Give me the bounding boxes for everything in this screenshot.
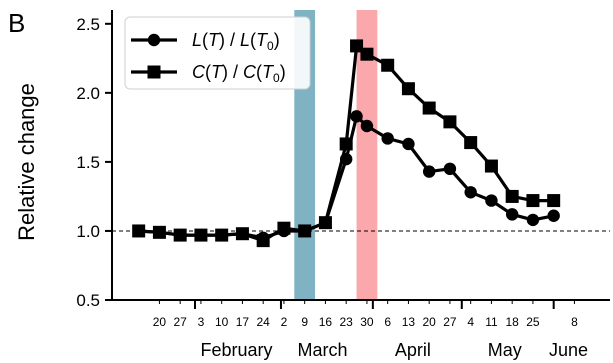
x-tick-label-13: 20 bbox=[422, 315, 436, 329]
legend-label-0-part-8: ) bbox=[274, 30, 280, 50]
y-tick-label-4: 2.5 bbox=[76, 15, 100, 34]
month-labels: February March April May June bbox=[200, 340, 588, 360]
series-1-point-15 bbox=[422, 101, 436, 115]
series-0-point-20 bbox=[526, 213, 540, 227]
legend-entry-0: L(T) / L(T0) bbox=[131, 30, 280, 53]
series-1-point-1 bbox=[152, 225, 166, 239]
month-label-4: June bbox=[549, 340, 588, 360]
series-0-point-14 bbox=[402, 137, 415, 151]
series-0-point-18 bbox=[485, 194, 498, 207]
series-0-point-19 bbox=[505, 208, 519, 221]
series-1-point-4 bbox=[215, 228, 229, 242]
legend-label-1-part-8: ) bbox=[280, 62, 286, 82]
series-1-point-17 bbox=[464, 136, 478, 150]
series-0-point-16 bbox=[443, 162, 457, 176]
legend-label-1-part-7: 0 bbox=[273, 71, 280, 85]
legend-marker-1 bbox=[147, 65, 161, 79]
legend-label-0-part-1: ( bbox=[202, 30, 208, 50]
legend-label-1: C(T) / C(T0) bbox=[192, 62, 286, 85]
x-tick-label-15: 4 bbox=[467, 315, 474, 329]
legend: L(T) / L(T0)C(T) / C(T0) bbox=[124, 16, 311, 90]
x-tick-label-8: 16 bbox=[319, 315, 333, 329]
legend-label-0-part-4: L bbox=[240, 30, 250, 50]
x-tick-label-17: 18 bbox=[505, 315, 519, 329]
x-tick-label-18: 25 bbox=[526, 315, 540, 329]
series-layer bbox=[132, 39, 561, 248]
y-axis-ticks: 0.5 1.0 1.5 2.0 2.5 bbox=[76, 15, 112, 310]
legend-label-1-part-5: ( bbox=[256, 62, 262, 82]
series-1-point-8 bbox=[298, 224, 312, 238]
legend-label-0-part-6: T bbox=[256, 30, 269, 50]
series-1 bbox=[132, 39, 561, 248]
legend-label-1-part-1: ( bbox=[205, 62, 211, 82]
x-tick-label-1: 27 bbox=[173, 315, 187, 329]
y-tick-label-0: 0.5 bbox=[76, 291, 100, 310]
series-1-point-13 bbox=[381, 58, 395, 72]
y-axis-label: Relative change bbox=[14, 83, 39, 241]
y-tick-label-2: 1.5 bbox=[76, 153, 100, 172]
y-tick-label-3: 2.0 bbox=[76, 84, 100, 103]
x-tick-label-14: 27 bbox=[443, 315, 457, 329]
shaded-region-1 bbox=[356, 10, 378, 300]
month-label-3: May bbox=[488, 340, 522, 360]
x-tick-label-3: 10 bbox=[215, 315, 229, 329]
series-1-point-9 bbox=[318, 216, 332, 230]
series-1-point-7 bbox=[277, 221, 291, 235]
legend-entry-1: C(T) / C(T0) bbox=[131, 62, 286, 85]
series-0-point-13 bbox=[381, 132, 394, 145]
x-tick-label-6: 2 bbox=[281, 315, 288, 329]
legend-label-1-part-2: T bbox=[211, 62, 224, 82]
legend-label-0: L(T) / L(T0) bbox=[192, 30, 280, 53]
series-1-point-18 bbox=[484, 159, 498, 173]
series-1-point-21 bbox=[547, 194, 561, 208]
x-tick-label-2: 3 bbox=[198, 315, 205, 329]
series-1-point-5 bbox=[235, 227, 249, 241]
series-0-point-17 bbox=[464, 186, 477, 199]
x-tick-label-0: 20 bbox=[153, 315, 167, 329]
x-tick-label-7: 9 bbox=[301, 315, 308, 329]
series-1-point-20 bbox=[526, 194, 540, 208]
legend-label-0-part-0: L bbox=[192, 30, 202, 50]
series-1-point-19 bbox=[505, 189, 519, 203]
legend-label-1-part-4: C bbox=[243, 62, 257, 82]
series-1-point-6 bbox=[256, 234, 270, 248]
panel-label: B bbox=[8, 8, 25, 38]
month-label-0: February bbox=[200, 340, 272, 360]
legend-label-0-part-3: ) / bbox=[219, 30, 240, 50]
x-tick-label-16: 11 bbox=[485, 315, 498, 329]
legend-label-1-part-0: C bbox=[192, 62, 206, 82]
series-1-point-0 bbox=[132, 224, 146, 238]
series-1-point-11 bbox=[350, 39, 364, 53]
legend-label-0-part-7: 0 bbox=[267, 39, 274, 53]
series-line-1 bbox=[138, 44, 554, 243]
y-tick-label-1: 1.0 bbox=[76, 222, 100, 241]
series-1-point-16 bbox=[443, 115, 457, 129]
x-tick-label-12: 13 bbox=[402, 315, 416, 329]
series-0-point-21 bbox=[547, 209, 560, 222]
legend-label-1-part-3: ) / bbox=[222, 62, 243, 82]
x-tick-label-10: 30 bbox=[360, 315, 374, 329]
series-0-point-11 bbox=[350, 110, 363, 123]
series-0-point-15 bbox=[422, 165, 436, 178]
series-1-point-3 bbox=[194, 228, 208, 242]
series-0-point-12 bbox=[360, 119, 374, 133]
x-tick-label-4: 17 bbox=[236, 315, 250, 329]
series-1-point-2 bbox=[173, 228, 187, 242]
x-axis-ticks: 20 27 3 10 17 24 2 9 16 23 30 6 13 20 27 4 11 18 25 8 bbox=[153, 300, 578, 329]
legend-label-0-part-5: ( bbox=[250, 30, 256, 50]
series-1-point-12 bbox=[360, 47, 374, 61]
x-tick-label-19: 8 bbox=[571, 315, 578, 329]
legend-label-1-part-6: T bbox=[262, 62, 275, 82]
x-tick-label-5: 24 bbox=[256, 315, 270, 329]
series-1-point-14 bbox=[401, 82, 415, 96]
legend-marker-0 bbox=[147, 33, 161, 47]
series-1-point-10 bbox=[339, 137, 353, 151]
month-label-2: April bbox=[395, 340, 431, 360]
x-tick-label-9: 23 bbox=[339, 315, 353, 329]
month-label-1: March bbox=[297, 340, 347, 360]
legend-label-0-part-2: T bbox=[208, 30, 221, 50]
x-tick-label-11: 6 bbox=[384, 315, 391, 329]
